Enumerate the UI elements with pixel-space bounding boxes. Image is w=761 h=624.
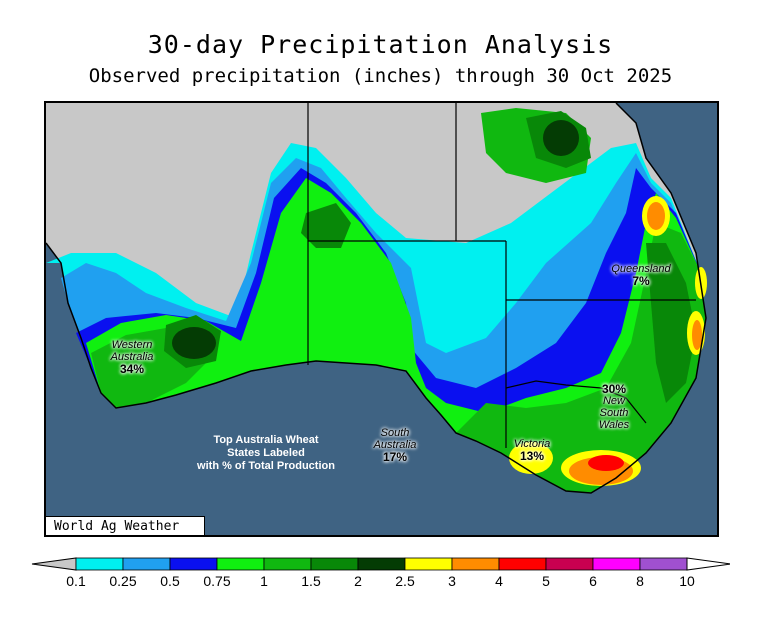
legend-tick-label: 0.75 <box>203 573 231 589</box>
legend-swatch <box>357 557 406 571</box>
legend-tick-label: 10 <box>679 573 695 589</box>
legend-swatch <box>216 557 265 571</box>
legend-swatch <box>592 557 641 571</box>
legend-tick-label: 0.1 <box>66 573 86 589</box>
legend-swatch <box>404 557 453 571</box>
state-label-new-south-wales: 30% New South Wales <box>598 382 630 431</box>
precipitation-map: Western Australia 34% South Australia 17% Vi… <box>44 101 719 537</box>
precip-band-3 <box>647 202 665 230</box>
legend-tick-label: 3 <box>448 573 456 589</box>
precip-band-2 <box>543 120 579 156</box>
legend-swatch <box>310 557 359 571</box>
brand-label: World Ag Weather <box>46 516 205 535</box>
legend-above-arrow <box>686 557 730 571</box>
legend-tick-label: 4 <box>495 573 503 589</box>
precip-band-4 <box>588 455 624 471</box>
precip-band-3 <box>692 320 702 350</box>
legend-tick-label: 0.25 <box>109 573 137 589</box>
wheat-note: Top Australia Wheat States Labeled with % … <box>197 434 335 472</box>
state-label-south-australia: South Australia 17% <box>373 427 417 464</box>
legend-swatch <box>545 557 594 571</box>
state-label-western-australia: Western Australia 34% <box>110 339 154 376</box>
map-canvas <box>46 103 707 494</box>
state-borders <box>307 103 696 448</box>
legend-swatch <box>639 557 688 571</box>
legend-colorbar <box>31 557 730 571</box>
legend-tick-label: 2 <box>354 573 362 589</box>
state-label-queensland: Queensland 7% <box>611 263 671 288</box>
legend-swatch <box>122 557 171 571</box>
legend-tick-label: 6 <box>589 573 597 589</box>
legend-tick-label: 0.5 <box>160 573 180 589</box>
state-label-victoria: Victoria 13% <box>513 438 551 463</box>
legend-swatch <box>263 557 312 571</box>
map-subtitle: Observed precipitation (inches) through … <box>88 65 673 87</box>
legend-swatch <box>451 557 500 571</box>
precip-band-2.5 <box>509 442 553 474</box>
coastline <box>46 103 707 494</box>
legend-tick-label: 1 <box>260 573 268 589</box>
legend-swatch <box>169 557 218 571</box>
precip-band-2 <box>172 327 216 359</box>
legend-tick-label: 8 <box>636 573 644 589</box>
legend-swatch <box>75 557 124 571</box>
legend-below-arrow <box>31 557 77 571</box>
legend-swatch <box>498 557 547 571</box>
legend-tick-label: 1.5 <box>301 573 321 589</box>
legend-tick-label: 2.5 <box>395 573 415 589</box>
map-title: 30-day Precipitation Analysis <box>147 30 614 59</box>
legend-tick-label: 5 <box>542 573 550 589</box>
